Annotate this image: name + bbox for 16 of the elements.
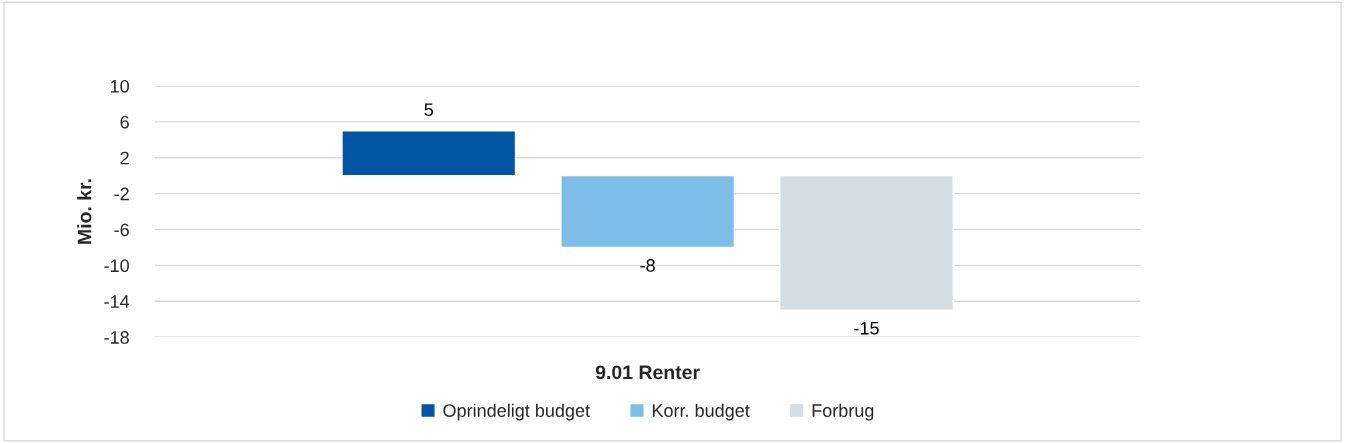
y-tick-label: 10 (110, 79, 129, 93)
y-tick-label: -18 (104, 331, 129, 344)
y-axis-title: Mio. kr. (77, 179, 92, 244)
x-tick-label: 9.01 Renter (595, 365, 700, 380)
y-tick-label: 2 (120, 151, 129, 165)
y-tick-label: -10 (104, 259, 129, 273)
y-tick-label: -2 (114, 187, 129, 201)
data-label: -8 (640, 259, 655, 272)
legend-label: Forbrug (812, 403, 874, 421)
data-label: 5 (424, 103, 434, 117)
data-label: -15 (854, 321, 879, 335)
y-tick-label: 6 (120, 115, 129, 129)
y-tick-label: -14 (104, 295, 130, 308)
legend-label: Oprindeligt budget (443, 403, 590, 421)
y-tick-label: -6 (114, 223, 129, 237)
legend-label: Korr. budget (652, 403, 750, 421)
